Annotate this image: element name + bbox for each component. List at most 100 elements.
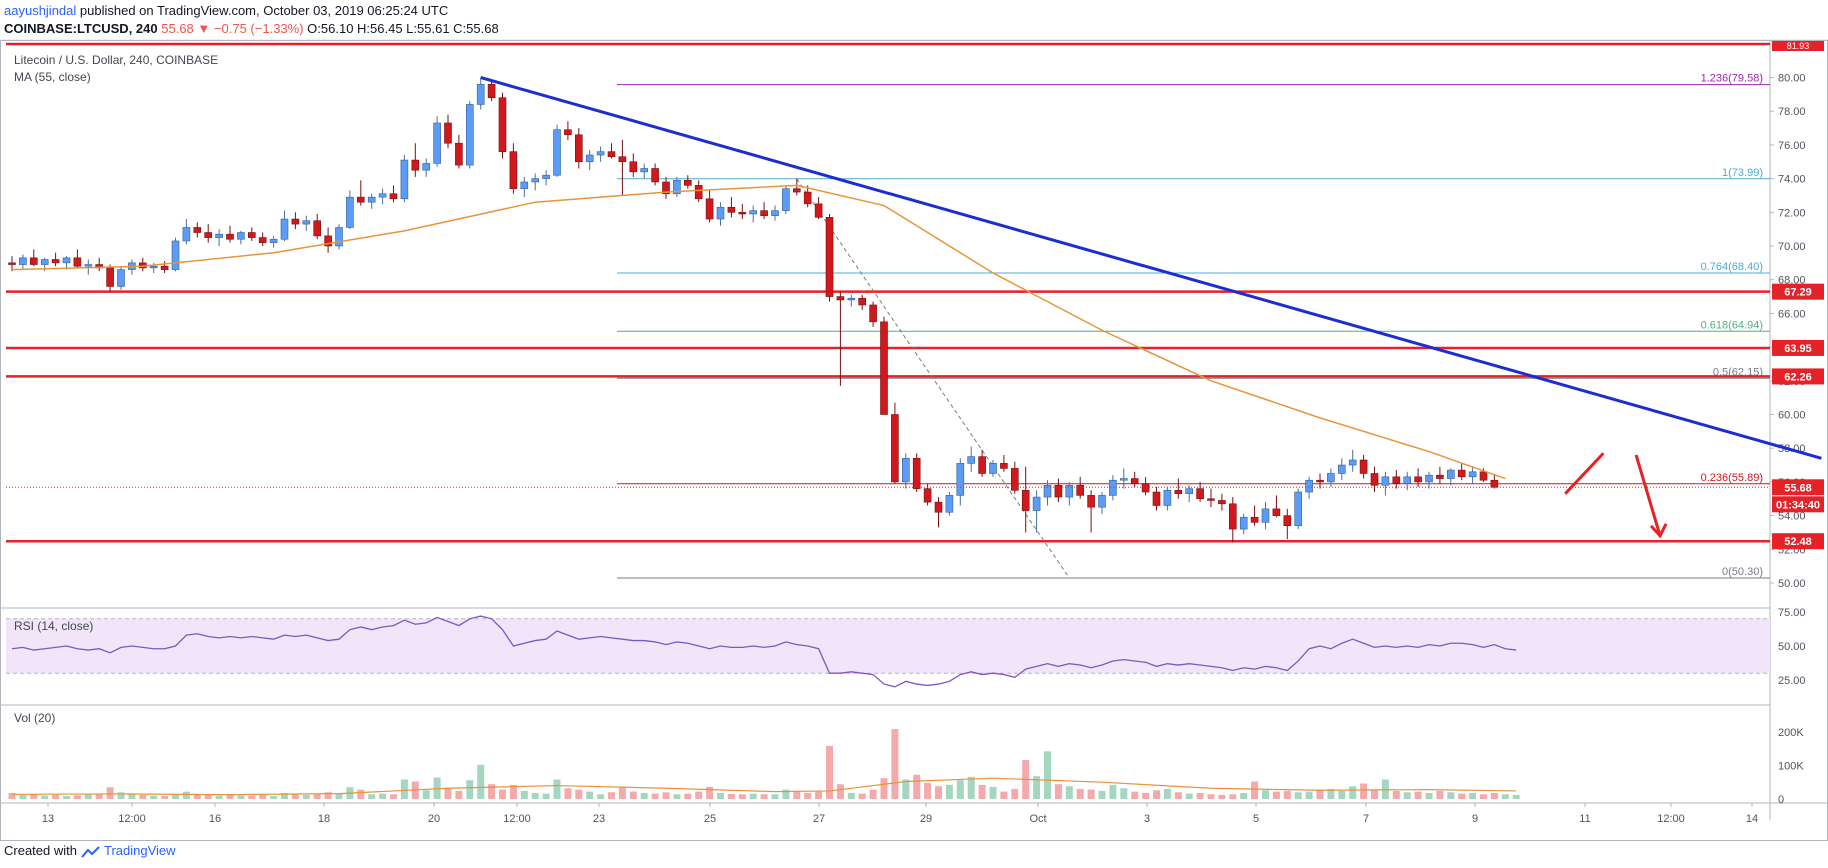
candle bbox=[182, 219, 191, 245]
volume-bar bbox=[1142, 792, 1150, 799]
candle-body bbox=[520, 181, 529, 190]
candle bbox=[705, 190, 714, 223]
volume-bar bbox=[281, 792, 288, 799]
candle bbox=[476, 77, 485, 110]
candle bbox=[564, 121, 572, 140]
volume-bar bbox=[237, 795, 245, 799]
candle bbox=[1316, 473, 1324, 489]
candle-body bbox=[1381, 476, 1390, 486]
candle-body bbox=[1098, 495, 1106, 508]
candle-body bbox=[19, 257, 27, 265]
volume-bar bbox=[1229, 794, 1237, 799]
volume-bar bbox=[760, 794, 768, 799]
volume-bar bbox=[8, 792, 16, 799]
candle bbox=[1141, 476, 1150, 496]
volume-bar bbox=[1076, 788, 1084, 799]
candle bbox=[8, 256, 16, 272]
candle-body bbox=[825, 217, 834, 297]
candle bbox=[782, 185, 790, 214]
price-level-tag-label: 52.48 bbox=[1784, 536, 1812, 548]
candle-body bbox=[1414, 476, 1422, 483]
ma-legend[interactable]: MA (55, close) bbox=[14, 70, 91, 84]
candle-body bbox=[956, 463, 965, 496]
volume-bar bbox=[313, 793, 321, 799]
candle bbox=[1152, 486, 1161, 511]
candle bbox=[629, 153, 638, 177]
candle bbox=[869, 301, 877, 327]
ohlc-line: COINBASE:LTCUSD, 240 55.68 ▼ −0.75 (−1.3… bbox=[4, 21, 499, 37]
candle-body bbox=[1392, 476, 1401, 484]
candle-body bbox=[1010, 468, 1019, 491]
volume-bar bbox=[259, 794, 267, 799]
candle-body bbox=[1218, 500, 1226, 505]
candle-body bbox=[378, 193, 387, 198]
volume-bar bbox=[531, 792, 539, 799]
candle-body bbox=[193, 227, 202, 233]
volume-bar bbox=[575, 789, 583, 799]
candle bbox=[1359, 454, 1368, 479]
candle-body bbox=[1294, 491, 1302, 527]
volume-bar bbox=[989, 786, 997, 799]
volume-bar bbox=[564, 788, 572, 799]
candle-body bbox=[1327, 473, 1335, 483]
fib-level-label: 0.618(64.94) bbox=[1701, 319, 1763, 331]
price-tick-label: 70.00 bbox=[1778, 241, 1806, 253]
candle bbox=[1468, 466, 1477, 484]
volume-bar bbox=[956, 780, 964, 799]
candle bbox=[1305, 476, 1313, 499]
candle-body bbox=[62, 257, 71, 264]
time-tick-label: 12:00 bbox=[118, 813, 146, 825]
volume-bar bbox=[324, 792, 332, 799]
candle bbox=[95, 257, 103, 272]
volume-bar bbox=[1294, 792, 1302, 799]
price-tick-label: 78.00 bbox=[1778, 106, 1806, 118]
candle bbox=[1054, 478, 1063, 503]
volume-bar bbox=[215, 795, 223, 799]
candle-body bbox=[1425, 474, 1433, 483]
candle bbox=[1218, 493, 1226, 511]
volume-bar bbox=[477, 764, 485, 799]
candle-body bbox=[1229, 503, 1237, 530]
volume-bar bbox=[826, 745, 833, 799]
volume-bar bbox=[455, 790, 463, 799]
candle-body bbox=[1185, 488, 1193, 494]
candle bbox=[520, 176, 529, 198]
candle-body bbox=[1338, 464, 1346, 474]
tradingview-logo-icon bbox=[80, 845, 101, 858]
candle bbox=[378, 188, 387, 204]
volume-bar bbox=[182, 791, 190, 799]
author-link[interactable]: aayushjindal bbox=[4, 3, 77, 18]
candle bbox=[1425, 471, 1433, 489]
candle-body bbox=[171, 240, 180, 270]
volume-bar bbox=[1000, 791, 1008, 799]
fib-level-label: 1.236(79.58) bbox=[1701, 73, 1763, 85]
candle-body bbox=[226, 233, 234, 240]
candle-body bbox=[716, 206, 725, 220]
volume-bar bbox=[1262, 790, 1269, 799]
volume-bar bbox=[695, 791, 703, 799]
candle bbox=[313, 213, 322, 240]
candle bbox=[1414, 468, 1422, 487]
candle bbox=[574, 128, 583, 169]
volume-bar bbox=[520, 790, 528, 799]
rsi-legend[interactable]: RSI (14, close) bbox=[14, 619, 94, 633]
candle bbox=[967, 446, 976, 472]
volume-bar bbox=[804, 792, 812, 799]
candle-body bbox=[814, 203, 823, 218]
volume-bar bbox=[1098, 790, 1106, 799]
candle-body bbox=[335, 227, 343, 247]
candle bbox=[694, 180, 703, 203]
volume-bar bbox=[204, 794, 212, 799]
footer: Created with TradingView bbox=[4, 843, 176, 858]
chart-frame bbox=[0, 40, 1828, 841]
fib-level-label: 0(50.30) bbox=[1722, 566, 1763, 578]
candle bbox=[237, 230, 245, 245]
tradingview-link[interactable]: TradingView bbox=[104, 843, 176, 858]
candle bbox=[226, 225, 234, 243]
candle bbox=[1283, 508, 1292, 540]
volume-legend[interactable]: Vol (20) bbox=[14, 711, 56, 725]
projection-up-stroke bbox=[1564, 452, 1605, 495]
volume-bar bbox=[270, 795, 278, 799]
candle bbox=[836, 291, 845, 386]
top-level-tag bbox=[1772, 41, 1824, 51]
